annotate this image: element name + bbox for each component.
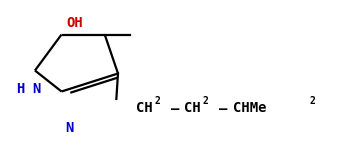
Text: —: —: [171, 102, 180, 116]
Text: CHMe: CHMe: [233, 101, 266, 115]
Text: CH: CH: [184, 101, 201, 115]
Text: —: —: [219, 102, 228, 116]
Text: N: N: [32, 82, 40, 96]
Text: 2: 2: [155, 96, 160, 106]
Text: OH: OH: [66, 15, 83, 30]
Text: H: H: [16, 82, 24, 96]
Text: 2: 2: [203, 96, 208, 106]
Text: N: N: [66, 121, 74, 135]
Text: CH: CH: [136, 101, 153, 115]
Text: 2: 2: [309, 96, 315, 106]
